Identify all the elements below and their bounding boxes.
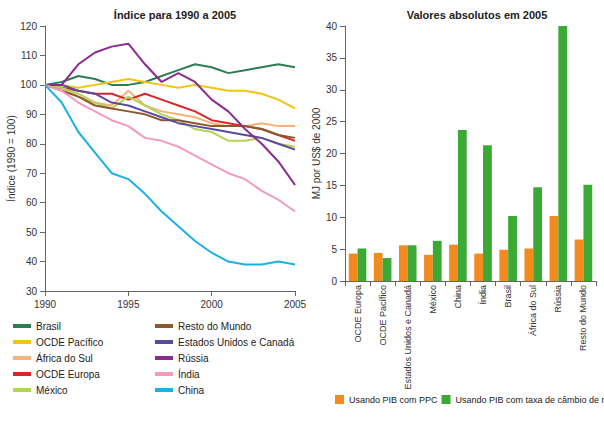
svg-text:40: 40 bbox=[326, 21, 338, 32]
svg-text:2005: 2005 bbox=[284, 299, 307, 310]
svg-text:Resto do Mundo: Resto do Mundo bbox=[178, 321, 252, 332]
svg-text:OCDE Pacífico: OCDE Pacífico bbox=[36, 337, 104, 348]
svg-text:25: 25 bbox=[326, 116, 338, 127]
svg-text:35: 35 bbox=[326, 52, 338, 63]
svg-text:Brasil: Brasil bbox=[36, 321, 61, 332]
svg-text:0: 0 bbox=[331, 276, 337, 287]
svg-text:1990: 1990 bbox=[34, 299, 57, 310]
svg-text:110: 110 bbox=[21, 50, 37, 61]
svg-text:Valores absolutos em 2005: Valores absolutos em 2005 bbox=[407, 9, 548, 21]
svg-text:20: 20 bbox=[326, 148, 338, 159]
svg-text:Resto do Mundo: Resto do Mundo bbox=[578, 285, 588, 351]
svg-text:Usando PIB com taxa de câmbio: Usando PIB com taxa de câmbio de mercado bbox=[456, 395, 604, 405]
svg-text:África do Sul: África do Sul bbox=[36, 352, 93, 364]
svg-text:40: 40 bbox=[26, 256, 38, 267]
svg-text:10: 10 bbox=[326, 212, 338, 223]
svg-text:Estados Unidos e Canadá: Estados Unidos e Canadá bbox=[403, 285, 413, 390]
svg-text:50: 50 bbox=[26, 227, 38, 238]
svg-text:1995: 1995 bbox=[117, 299, 140, 310]
svg-text:Rússia: Rússia bbox=[553, 285, 563, 313]
svg-text:Estados Unidos e Canadá: Estados Unidos e Canadá bbox=[178, 337, 295, 348]
svg-text:China: China bbox=[178, 385, 205, 396]
svg-text:África do Sul: África do Sul bbox=[528, 285, 538, 336]
svg-text:5: 5 bbox=[331, 244, 337, 255]
svg-text:México: México bbox=[428, 285, 438, 314]
svg-text:MJ por US$ de 2000: MJ por US$ de 2000 bbox=[311, 107, 322, 199]
svg-text:90: 90 bbox=[26, 109, 38, 120]
svg-text:Índice (1990 = 100): Índice (1990 = 100) bbox=[5, 115, 17, 201]
svg-text:OCDE Pacífico: OCDE Pacífico bbox=[378, 285, 388, 346]
svg-text:Rússia: Rússia bbox=[178, 353, 209, 364]
svg-text:80: 80 bbox=[26, 138, 38, 149]
svg-text:15: 15 bbox=[326, 180, 338, 191]
svg-text:Índice para 1990 a 2005: Índice para 1990 a 2005 bbox=[114, 9, 236, 21]
svg-text:120: 120 bbox=[20, 21, 37, 32]
svg-text:100: 100 bbox=[20, 79, 37, 90]
svg-text:30: 30 bbox=[26, 286, 38, 297]
svg-text:2000: 2000 bbox=[201, 299, 224, 310]
svg-text:Usando PIB com PPC: Usando PIB com PPC bbox=[349, 395, 438, 405]
svg-text:Índia: Índia bbox=[178, 368, 200, 380]
svg-text:OCDE Europa: OCDE Europa bbox=[36, 369, 100, 380]
svg-text:China: China bbox=[453, 285, 463, 309]
svg-text:30: 30 bbox=[326, 84, 338, 95]
svg-text:Índia: Índia bbox=[478, 285, 488, 305]
svg-text:OCDE Europa: OCDE Europa bbox=[353, 285, 363, 343]
svg-text:Brasil: Brasil bbox=[503, 285, 513, 308]
svg-text:70: 70 bbox=[26, 168, 38, 179]
svg-text:México: México bbox=[36, 385, 68, 396]
svg-text:60: 60 bbox=[26, 197, 38, 208]
